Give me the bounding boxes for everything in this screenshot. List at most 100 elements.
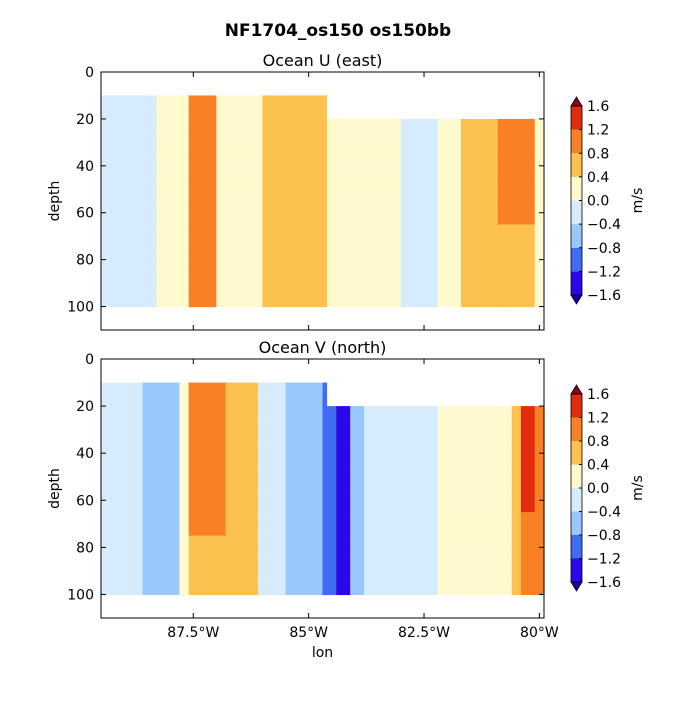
data-cell [520,488,536,513]
colorbar-segment [571,106,582,130]
colorbar-tick-label: 0.8 [587,434,609,450]
data-cell [534,417,545,443]
data-cell [101,582,144,596]
data-cell [327,224,402,249]
data-cell [101,271,157,296]
data-cell [156,201,190,226]
data-cell [156,224,190,249]
data-cell [285,535,324,560]
data-cell [262,271,328,296]
data-cell [350,488,365,513]
data-cell [534,271,545,296]
y-tick-label: 60 [76,206,94,222]
data-cell [460,130,499,155]
data-cell [511,464,522,490]
data-cell [188,512,227,537]
data-cell [188,271,217,296]
data-cell [101,294,157,308]
data-cell [179,582,190,596]
panel-title: Ocean U (east) [263,51,383,70]
data-cell [188,441,227,466]
data-cell [400,177,439,202]
no-data-region [327,382,545,407]
data-cell [188,177,217,202]
data-cell [225,382,259,395]
data-cell [188,294,217,308]
data-cell [188,535,227,560]
x-tick-label: 85°W [289,625,328,641]
x-tick-label: 87.5°W [167,625,219,641]
data-cell [322,488,337,513]
data-cell [460,294,499,308]
data-cell [350,582,365,596]
colorbar-tick-label: −0.4 [587,217,621,233]
data-cell [101,201,157,226]
data-cell [257,488,287,513]
colorbar-segment [571,394,582,418]
data-cell [534,294,545,308]
data-cell [520,535,536,560]
data-cell [257,464,287,490]
data-cell [188,201,217,226]
x-tick-label: 80°W [520,625,559,641]
data-cell [188,417,227,443]
data-cell [262,95,328,108]
data-cell [257,441,287,466]
colorbar-segment [571,153,582,177]
data-cell [101,394,144,419]
colorbar-label: m/s [630,188,646,214]
data-cell [262,224,328,249]
y-tick-label: 0 [85,352,94,368]
data-cell [225,582,259,596]
data-cell [101,441,144,466]
data-cell [460,201,499,226]
colorbar-segment [571,511,582,535]
data-cell [142,441,181,466]
data-cell [216,201,264,226]
colorbar-extend-min [570,581,583,592]
data-cell [179,535,190,560]
data-cell [327,294,402,308]
colorbar-segment [571,464,582,488]
data-cell [350,441,365,466]
data-cell [437,224,462,249]
plot-frame [100,71,545,331]
data-cell [216,177,264,202]
data-cell [188,247,217,272]
data-cell [179,441,190,466]
data-cell [285,382,324,395]
colorbar-label: m/s [630,475,646,501]
colorbar-tick-label: −0.8 [587,241,621,257]
data-cell [142,512,181,537]
colorbar-tick-label: −1.2 [587,552,621,568]
data-cell [534,130,545,155]
data-cell [257,512,287,537]
data-cell [262,107,328,132]
colorbar-tick-label: 0.4 [587,458,609,474]
data-cell [437,512,513,537]
y-tick-label: 100 [67,587,94,603]
panel-title: Ocean V (north) [259,338,387,357]
data-cell [336,417,351,443]
data-cell [400,224,439,249]
data-cell [285,464,324,490]
data-cell [188,224,217,249]
data-cell [101,488,144,513]
data-cell [336,535,351,560]
data-cell [188,488,227,513]
data-cell [216,247,264,272]
y-tick-label: 0 [85,65,94,81]
data-cell [534,464,545,490]
data-cell [511,512,522,537]
data-cell [262,247,328,272]
data-cell [336,488,351,513]
data-cell [142,417,181,443]
data-cell [156,95,190,108]
data-cell [497,130,536,155]
data-cell [497,154,536,179]
y-tick-label: 20 [76,399,94,415]
data-cell [262,294,328,308]
data-cell [216,271,264,296]
data-cell [101,247,157,272]
